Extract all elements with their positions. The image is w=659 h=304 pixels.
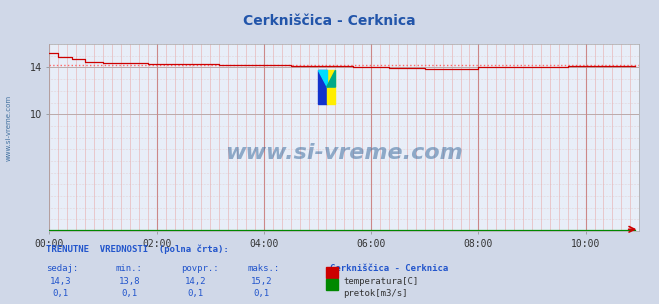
Text: Cerkniščica - Cerknica: Cerkniščica - Cerknica	[243, 14, 416, 28]
Text: min.:: min.:	[115, 264, 142, 274]
FancyBboxPatch shape	[327, 70, 335, 104]
Text: 14,2: 14,2	[185, 277, 206, 286]
Text: 0,1: 0,1	[53, 289, 69, 298]
Text: 0,1: 0,1	[188, 289, 204, 298]
Text: temperatura[C]: temperatura[C]	[343, 277, 418, 286]
Text: 13,8: 13,8	[119, 277, 140, 286]
Text: www.si-vreme.com: www.si-vreme.com	[225, 143, 463, 163]
Text: sedaj:: sedaj:	[46, 264, 78, 274]
Text: 0,1: 0,1	[122, 289, 138, 298]
Polygon shape	[327, 70, 335, 87]
Text: TRENUTNE  VREDNOSTI  (polna črta):: TRENUTNE VREDNOSTI (polna črta):	[46, 245, 229, 254]
Text: www.si-vreme.com: www.si-vreme.com	[5, 95, 11, 161]
Text: povpr.:: povpr.:	[181, 264, 219, 274]
Text: 15,2: 15,2	[251, 277, 272, 286]
Text: pretok[m3/s]: pretok[m3/s]	[343, 289, 408, 298]
Text: 0,1: 0,1	[254, 289, 270, 298]
Polygon shape	[318, 70, 327, 87]
Text: maks.:: maks.:	[247, 264, 279, 274]
FancyBboxPatch shape	[318, 70, 327, 104]
Text: Cerkniščica - Cerknica: Cerkniščica - Cerknica	[330, 264, 447, 274]
Text: 14,3: 14,3	[50, 277, 71, 286]
